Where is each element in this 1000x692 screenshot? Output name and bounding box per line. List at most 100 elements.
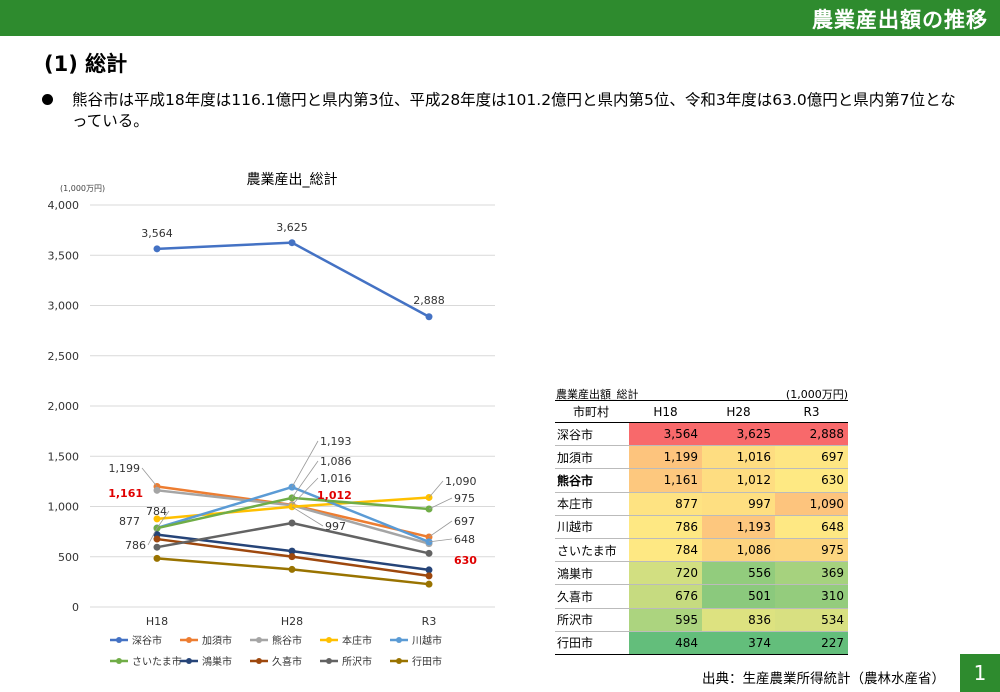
table-cell-h28: 1,016 [702,445,775,470]
leader-line [291,477,319,506]
legend-marker [186,637,192,643]
table-unit: (1,000万円) [785,388,848,401]
x-tick-label: H28 [281,615,303,628]
legend-label: 久喜市 [272,655,302,668]
table-cell-r3: 975 [775,538,848,563]
data-point [425,313,433,321]
table-cell-municipality: 熊谷市 [555,468,629,493]
legend-marker [116,658,122,664]
data-point [425,572,433,580]
chart-title: 農業産出_総計 [247,172,338,188]
data-point [425,580,433,588]
table-cell-municipality: 所沢市 [555,608,629,632]
table-cell-h18: 877 [629,492,702,516]
leader-line [147,527,158,546]
table-row: 所沢市 595 836 534 [555,608,848,632]
table-cell-h18: 484 [629,631,702,655]
table-cell-r3: 227 [775,631,848,655]
table-cell-municipality: 本庄市 [555,492,629,516]
data-label: 877 [119,515,140,528]
leader-line [291,506,324,527]
table-cell-h28: 836 [702,608,775,632]
data-label: 1,199 [109,462,141,475]
data-point [153,543,161,551]
table-cell-r3: 369 [775,561,848,586]
table-cell-h18: 676 [629,584,702,609]
leader-line [428,497,453,510]
legend-marker [396,637,402,643]
column-header-municipality: 市町村 [555,400,629,423]
legend-label: 所沢市 [342,655,372,668]
data-label: 697 [454,515,475,528]
legend-label: 鴻巣市 [202,655,232,668]
table-cell-municipality: 鴻巣市 [555,561,629,586]
leader-line [428,538,453,543]
table-cell-h18: 786 [629,515,702,539]
legend-label: 熊谷市 [272,634,302,647]
legend-marker [256,658,262,664]
y-tick-label: 1,500 [48,450,80,463]
data-point [288,547,296,555]
data-point [425,566,433,574]
table-cell-h28: 556 [702,561,775,586]
bullet-dot-icon [42,94,53,105]
table-cell-r3: 1,090 [775,492,848,516]
table-header-row: 市町村 H18 H28 R3 [555,400,848,423]
data-point [288,519,296,527]
table-cell-h18: 1,161 [629,468,702,493]
data-label: 630 [454,554,477,567]
bullet-text: 熊谷市は平成18年度は116.1億円と県内第3位、平成28年度は101.2億円と… [72,91,956,130]
table-cell-municipality: 行田市 [555,631,629,655]
leader-line [428,520,453,538]
leader-line [291,460,319,499]
table-cell-municipality: 久喜市 [555,584,629,609]
data-point [425,533,433,541]
data-point [288,239,296,247]
table-cell-h28: 3,625 [702,422,775,447]
legend-marker [326,658,332,664]
table-row: 行田市 484 374 227 [555,631,848,655]
chart-unit-label: (1,000万円) [60,184,105,193]
table-cell-r3: 648 [775,515,848,539]
data-label: 1,193 [320,435,352,448]
data-point [425,549,433,557]
legend-label: 川越市 [412,634,442,647]
y-tick-label: 3,000 [48,300,80,313]
legend-label: 本庄市 [342,634,372,647]
source-note: 出典：生産農業所得統計（農林水産省） [702,671,945,687]
data-point [288,553,296,561]
data-label: 3,564 [141,227,173,240]
y-tick-label: 2,500 [48,350,80,363]
legend-label: 加須市 [202,634,232,647]
leader-line [156,510,170,529]
column-header-r3: R3 [775,400,848,423]
heatmap-table: 市町村 H18 H28 R3 深谷市 3,564 3,625 2,888 加須市 1,19… [555,400,848,655]
table-row: 久喜市 676 501 310 [555,584,848,609]
table-cell-municipality: 深谷市 [555,422,629,447]
data-point [153,535,161,543]
data-label: 1,016 [320,472,352,485]
x-tick-label: H18 [146,615,168,628]
data-label: 3,625 [276,221,308,234]
table-row: さいたま市 784 1,086 975 [555,538,848,563]
leader-line [141,467,158,487]
table-cell-r3: 2,888 [775,422,848,447]
table-row: 鴻巣市 720 556 369 [555,561,848,586]
table-row: 川越市 786 1,193 648 [555,515,848,539]
table-title: 農業産出額_総計 [556,388,639,401]
table-row: 深谷市 3,564 3,625 2,888 [555,422,848,447]
legend-marker [116,637,122,643]
legend-label: 行田市 [412,655,442,668]
header-bar: 農業産出額の推移 [0,0,1000,36]
y-tick-label: 500 [58,551,79,564]
data-point [153,554,161,562]
table-cell-h18: 595 [629,608,702,632]
y-tick-label: 1,000 [48,501,80,514]
table-cell-r3: 534 [775,608,848,632]
data-label: 784 [146,505,167,518]
table-cell-r3: 310 [775,584,848,609]
table-cell-r3: 630 [775,468,848,493]
table-cell-municipality: 加須市 [555,445,629,470]
legend-marker [186,658,192,664]
page-number: 1 [960,654,1000,692]
